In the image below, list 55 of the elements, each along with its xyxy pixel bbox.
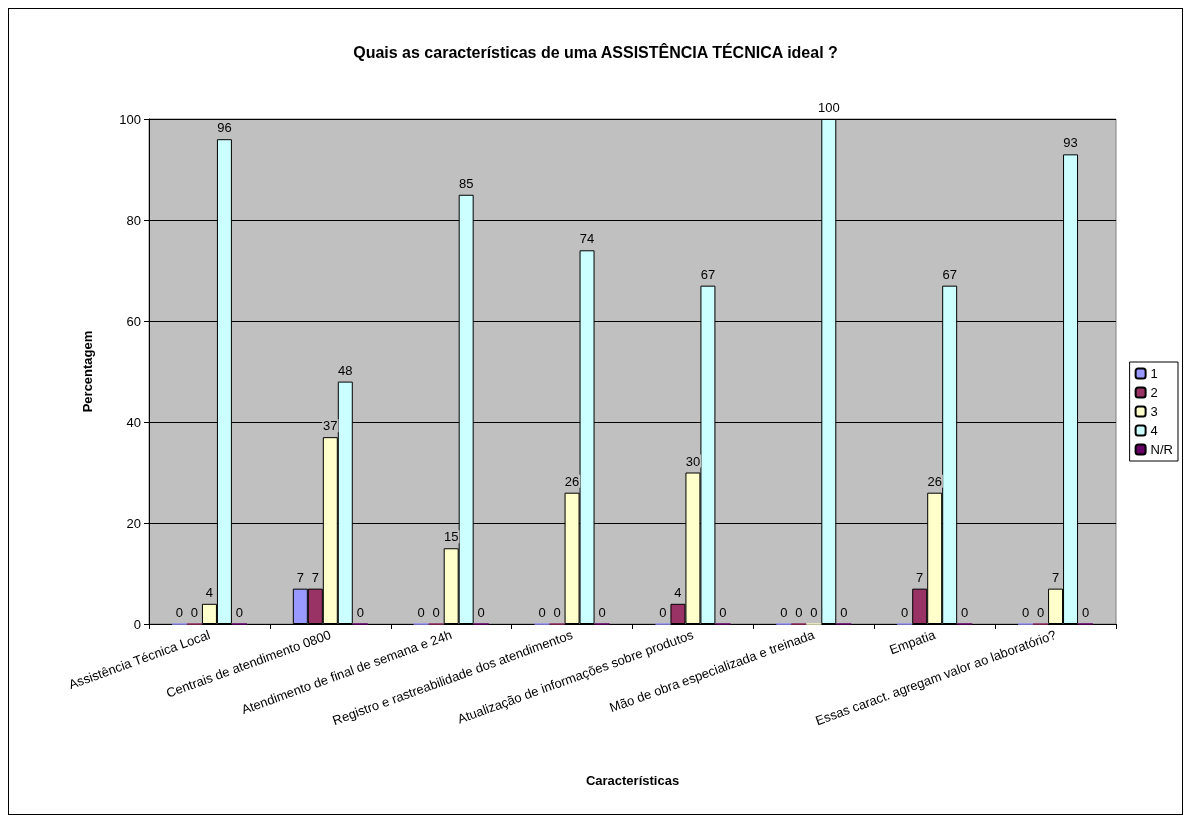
data-label: 0: [1036, 604, 1045, 620]
data-label: 15: [443, 529, 459, 545]
data-label: 67: [942, 266, 957, 282]
legend-label: 4: [1150, 423, 1158, 438]
legend-label: 1: [1150, 366, 1158, 381]
data-label: 74: [579, 231, 595, 247]
data-label: 0: [840, 604, 848, 620]
data-label: 0: [553, 604, 561, 620]
data-label: 0: [659, 604, 667, 620]
legend-label: 2: [1150, 385, 1158, 400]
data-label: 0: [538, 604, 546, 620]
chart-title: Quais as características de uma ASSISTÊNCIA TÉCNICA ideal ?: [353, 42, 838, 61]
data-label: 0: [477, 604, 485, 620]
data-label: 0: [780, 604, 788, 620]
data-label: 4: [674, 584, 682, 600]
data-label: 7: [916, 569, 924, 585]
data-label: 0: [1021, 604, 1030, 620]
data-label: 48: [338, 362, 353, 378]
data-label: 7: [1051, 569, 1060, 585]
data-label: 0: [432, 604, 440, 620]
data-label: 0: [190, 604, 199, 620]
y-tick-label: 100: [119, 111, 141, 127]
data-label: 0: [598, 604, 606, 620]
data-label: 4: [205, 584, 214, 600]
data-label: 0: [1081, 604, 1090, 620]
data-label: 0: [795, 604, 803, 620]
data-label: 0: [961, 604, 969, 620]
legend-label: 3: [1150, 404, 1158, 419]
data-label: 85: [458, 175, 474, 191]
data-label: 0: [901, 604, 909, 620]
data-label: 37: [323, 418, 338, 434]
data-label: 26: [564, 473, 580, 489]
y-tick-label: 80: [126, 212, 141, 228]
data-label: 0: [810, 604, 818, 620]
y-tick-label: 40: [126, 414, 141, 430]
data-label: 30: [685, 453, 701, 469]
data-label: 67: [700, 266, 716, 282]
data-label: 93: [1063, 135, 1078, 151]
y-tick-label: 60: [126, 313, 141, 329]
data-label: 26: [927, 473, 942, 489]
data-label: 96: [217, 120, 232, 136]
data-label: 0: [417, 604, 425, 620]
y-axis-title: Percentagem: [80, 330, 95, 413]
data-label: 7: [311, 569, 319, 585]
y-tick-label: 0: [133, 616, 141, 632]
x-axis-title: Características: [585, 773, 680, 788]
x-tick-label: Empatia: [887, 626, 938, 658]
data-label: 0: [356, 604, 364, 620]
data-label: 7: [296, 569, 304, 585]
y-tick-label: 20: [126, 515, 141, 531]
legend-label: N/R: [1150, 442, 1173, 457]
data-label: 100: [817, 100, 840, 115]
data-label: 0: [235, 604, 244, 620]
data-label: 0: [719, 604, 727, 620]
data-label: 0: [175, 604, 184, 620]
